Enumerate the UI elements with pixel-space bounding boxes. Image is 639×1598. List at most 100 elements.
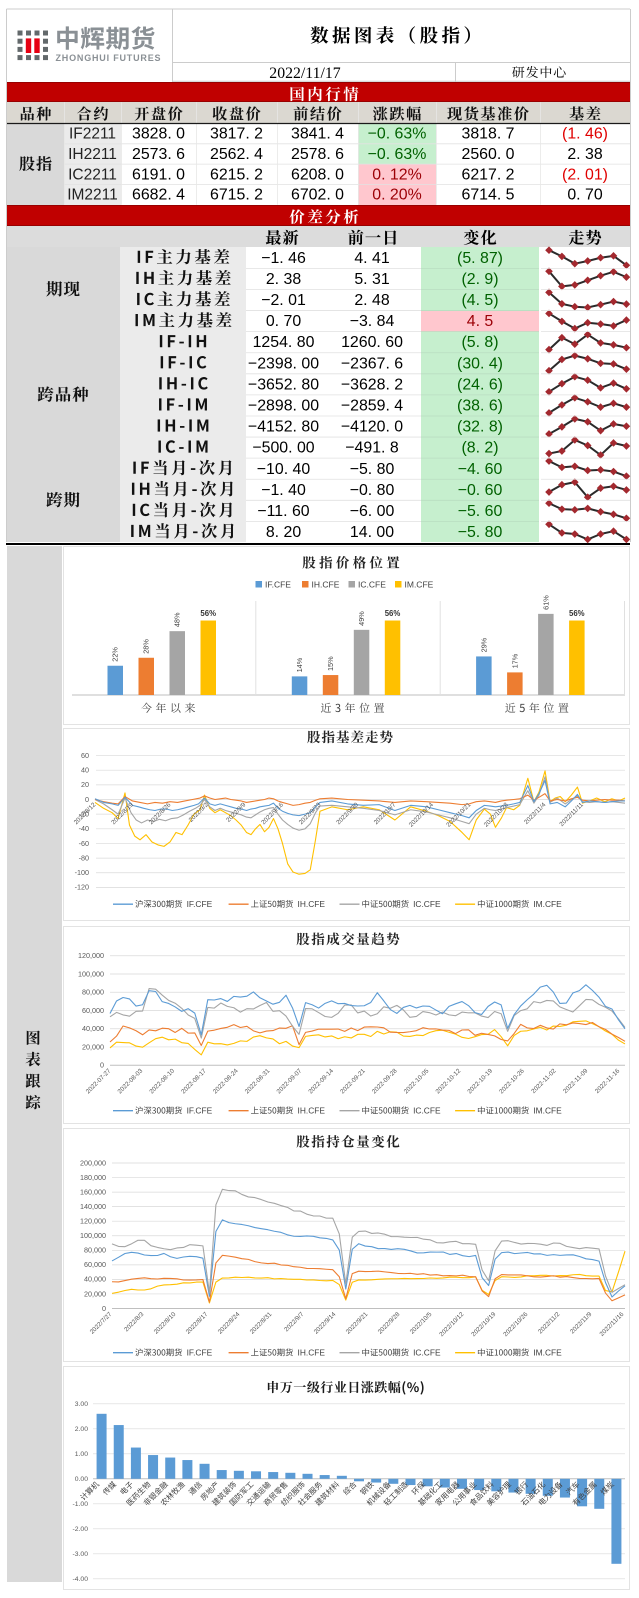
svg-text:56%: 56% (385, 609, 401, 618)
svg-text:100,000: 100,000 (80, 1231, 106, 1240)
svg-text:(5. 8): (5. 8) (461, 334, 498, 351)
svg-text:5. 31: 5. 31 (354, 271, 390, 288)
svg-text:2022/10/5: 2022/10/5 (409, 1311, 434, 1336)
svg-text:2022/11/9: 2022/11/9 (569, 1311, 594, 1336)
svg-text:−4152. 80: −4152. 80 (248, 419, 319, 436)
svg-text:2022-10-26: 2022-10-26 (498, 1067, 526, 1095)
svg-text:2022-08-31: 2022-08-31 (244, 1067, 272, 1095)
svg-text:-100: -100 (75, 868, 89, 877)
svg-text:2022-09-28: 2022-09-28 (371, 1067, 399, 1095)
svg-text:0. 70: 0. 70 (567, 187, 603, 204)
svg-text:2022-08-17: 2022-08-17 (180, 1067, 208, 1095)
svg-text:6208. 0: 6208. 0 (291, 166, 344, 183)
svg-text:2022/8/31: 2022/8/31 (249, 1311, 274, 1336)
svg-text:3.00: 3.00 (75, 1401, 88, 1408)
svg-text:2022/9/30: 2022/9/30 (335, 801, 360, 826)
svg-text:(8. 2): (8. 2) (461, 440, 498, 457)
svg-text:2578. 6: 2578. 6 (291, 146, 344, 163)
svg-text:8. 20: 8. 20 (266, 524, 302, 541)
svg-text:20,000: 20,000 (84, 1289, 106, 1298)
svg-text:0: 0 (85, 795, 89, 804)
svg-text:2022/7/27: 2022/7/27 (89, 1311, 114, 1336)
svg-text:IF.CFE: IF.CFE (187, 1348, 213, 1358)
svg-text:2. 38: 2. 38 (266, 271, 302, 288)
svg-text:2562. 4: 2562. 4 (210, 146, 263, 163)
svg-text:60: 60 (81, 751, 89, 760)
svg-text:2.00: 2.00 (75, 1426, 88, 1433)
svg-text:ZHONGHUI FUTURES: ZHONGHUI FUTURES (56, 53, 162, 63)
svg-text:IM.CFE: IM.CFE (533, 899, 562, 909)
svg-text:0: 0 (102, 1304, 106, 1313)
svg-text:(4. 5): (4. 5) (461, 292, 498, 309)
svg-text:180,000: 180,000 (80, 1173, 106, 1182)
svg-text:−3652. 80: −3652. 80 (248, 376, 319, 393)
svg-text:40,000: 40,000 (84, 1275, 106, 1284)
svg-text:(2. 01): (2. 01) (562, 166, 608, 183)
svg-text:−1. 40: −1. 40 (261, 482, 306, 499)
svg-text:48%: 48% (173, 612, 182, 627)
svg-text:56%: 56% (200, 609, 216, 618)
svg-text:-2.00: -2.00 (73, 1526, 89, 1533)
svg-text:3817. 2: 3817. 2 (210, 126, 263, 143)
svg-text:2022-10-05: 2022-10-05 (403, 1067, 431, 1095)
svg-text:IM.CFE: IM.CFE (405, 580, 434, 590)
svg-text:IH2211: IH2211 (68, 146, 117, 163)
svg-text:2022/8/10: 2022/8/10 (153, 1311, 178, 1336)
svg-text:1.00: 1.00 (75, 1451, 88, 1458)
svg-text:-120: -120 (75, 883, 89, 892)
svg-text:IC.CFE: IC.CFE (413, 1106, 441, 1116)
svg-text:-4.00: -4.00 (73, 1576, 89, 1583)
svg-text:2022-10-19: 2022-10-19 (466, 1067, 494, 1095)
svg-text:1254. 80: 1254. 80 (253, 334, 315, 351)
svg-text:14%: 14% (295, 657, 304, 672)
svg-text:IH.CFE: IH.CFE (312, 580, 340, 590)
svg-text:2022/11/2: 2022/11/2 (537, 1311, 562, 1336)
svg-text:200,000: 200,000 (80, 1158, 106, 1167)
svg-text:6702. 0: 6702. 0 (291, 187, 344, 204)
svg-text:−2398. 00: −2398. 00 (248, 355, 319, 372)
svg-text:3841. 4: 3841. 4 (291, 126, 344, 143)
svg-text:2022-10-12: 2022-10-12 (434, 1067, 462, 1095)
svg-text:0.00: 0.00 (75, 1476, 88, 1483)
svg-text:−1. 46: −1. 46 (261, 250, 306, 267)
svg-text:−0. 63%: −0. 63% (368, 146, 427, 163)
svg-text:−5. 80: −5. 80 (350, 461, 395, 478)
svg-text:1260. 60: 1260. 60 (341, 334, 403, 351)
svg-text:40: 40 (81, 766, 89, 775)
svg-text:−4. 60: −4. 60 (458, 461, 503, 478)
svg-text:-1.00: -1.00 (73, 1501, 89, 1508)
svg-text:49%: 49% (357, 611, 366, 626)
svg-text:6191. 0: 6191. 0 (132, 166, 185, 183)
svg-text:0: 0 (100, 1061, 104, 1070)
svg-text:2022/8/12: 2022/8/12 (73, 801, 98, 826)
svg-text:2022/11/16: 2022/11/16 (598, 1311, 625, 1338)
svg-text:60,000: 60,000 (84, 1260, 106, 1269)
svg-text:2022/9/28: 2022/9/28 (377, 1311, 402, 1336)
svg-text:-3.00: -3.00 (73, 1551, 89, 1558)
svg-text:IM.CFE: IM.CFE (533, 1348, 562, 1358)
svg-text:IF.CFE: IF.CFE (187, 1106, 213, 1116)
svg-text:15%: 15% (326, 656, 335, 671)
svg-text:2022/9/7: 2022/9/7 (283, 1311, 306, 1334)
svg-text:2022/9/14: 2022/9/14 (313, 1311, 338, 1336)
svg-text:(2. 9): (2. 9) (461, 271, 498, 288)
svg-text:-40: -40 (79, 824, 89, 833)
svg-text:3828. 0: 3828. 0 (132, 126, 185, 143)
svg-text:2022/10/26: 2022/10/26 (502, 1311, 530, 1339)
svg-text:20,000: 20,000 (82, 1042, 104, 1051)
svg-text:−11. 60: −11. 60 (257, 503, 309, 520)
svg-text:2022-09-21: 2022-09-21 (339, 1067, 367, 1095)
svg-text:17%: 17% (510, 653, 519, 668)
svg-text:2022/9/21: 2022/9/21 (345, 1311, 370, 1336)
svg-text:(30. 4): (30. 4) (457, 355, 503, 372)
svg-text:-60: -60 (79, 839, 89, 848)
svg-text:(1. 46): (1. 46) (562, 126, 608, 143)
svg-text:−3. 84: −3. 84 (350, 313, 395, 330)
svg-text:2022-11-09: 2022-11-09 (562, 1067, 590, 1095)
svg-text:−10. 40: −10. 40 (257, 461, 311, 478)
svg-text:−6. 00: −6. 00 (350, 503, 395, 520)
svg-text:2022-09-14: 2022-09-14 (307, 1067, 335, 1095)
svg-text:2022/10/21: 2022/10/21 (445, 801, 473, 829)
svg-text:0. 20%: 0. 20% (372, 187, 421, 204)
svg-text:6715. 2: 6715. 2 (210, 187, 263, 204)
